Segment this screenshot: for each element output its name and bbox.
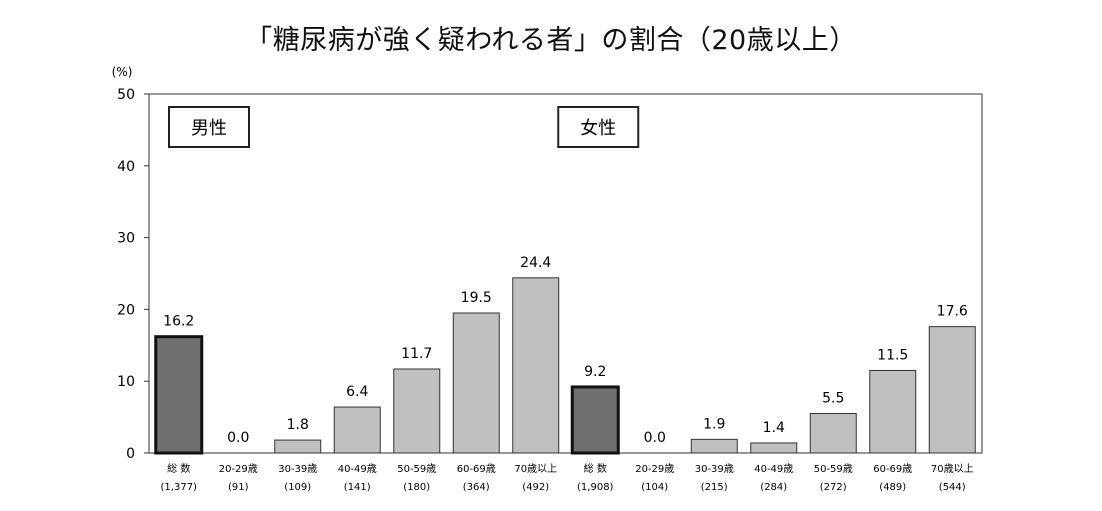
data-label: 24.4 bbox=[520, 255, 551, 271]
bar-total bbox=[154, 335, 204, 455]
category-count: (215) bbox=[701, 482, 728, 493]
panel-label-box bbox=[168, 106, 250, 148]
bar bbox=[452, 312, 500, 454]
category-count: (272) bbox=[820, 482, 847, 493]
category-count: (180) bbox=[403, 482, 430, 493]
category-count: (489) bbox=[879, 482, 906, 493]
data-label: 6.4 bbox=[346, 384, 368, 400]
category-label: 50-59歳 bbox=[814, 463, 853, 475]
y-tick-label: 20 bbox=[117, 302, 135, 318]
category-count: (91) bbox=[228, 482, 249, 493]
category-count: (284) bbox=[760, 482, 787, 493]
bar bbox=[333, 406, 381, 454]
category-count: (364) bbox=[463, 482, 490, 493]
y-tick-label: 10 bbox=[117, 374, 135, 390]
category-count: (1,908) bbox=[577, 482, 614, 493]
category-label: 30-39歳 bbox=[278, 463, 317, 475]
y-tick-label: 30 bbox=[117, 231, 135, 247]
category-label: 総 数 bbox=[584, 462, 607, 475]
bar-total bbox=[570, 385, 620, 455]
data-label: 0.0 bbox=[227, 430, 249, 446]
data-label: 16.2 bbox=[163, 314, 194, 330]
data-label: 1.9 bbox=[703, 416, 725, 432]
category-count: (544) bbox=[939, 482, 966, 493]
category-count: (1,377) bbox=[161, 482, 198, 493]
bar bbox=[928, 326, 976, 454]
category-count: (141) bbox=[344, 482, 371, 493]
bar bbox=[274, 439, 322, 454]
data-label: 1.8 bbox=[287, 417, 309, 433]
bar bbox=[393, 368, 441, 454]
plot-frame bbox=[148, 93, 983, 454]
category-count: (492) bbox=[522, 482, 549, 493]
y-tick-label: 0 bbox=[126, 446, 135, 462]
panel-label: 女性 bbox=[580, 118, 616, 139]
data-label: 9.2 bbox=[584, 364, 606, 380]
category-count: (104) bbox=[641, 482, 668, 493]
category-label: 20-29歳 bbox=[219, 463, 258, 475]
data-label: 11.7 bbox=[401, 346, 432, 362]
bar bbox=[690, 438, 738, 454]
bar bbox=[809, 413, 857, 454]
category-label: 70歳以上 bbox=[514, 463, 557, 475]
category-label: 40-49歳 bbox=[338, 463, 377, 475]
category-label: 20-29歳 bbox=[635, 463, 674, 475]
data-label: 0.0 bbox=[644, 430, 666, 446]
data-label: 1.4 bbox=[763, 420, 785, 436]
bar bbox=[512, 277, 560, 454]
data-label: 19.5 bbox=[461, 290, 492, 306]
y-axis-unit: (%) bbox=[112, 65, 133, 79]
panel-label: 男性 bbox=[191, 118, 227, 139]
data-label: 17.6 bbox=[937, 304, 968, 320]
y-tick-label: 50 bbox=[117, 87, 135, 103]
y-tick-label: 40 bbox=[117, 159, 135, 175]
chart-title: 「糖尿病が強く疑われる者」の割合（20歳以上） bbox=[245, 25, 857, 56]
category-count: (109) bbox=[284, 482, 311, 493]
bar bbox=[869, 369, 917, 454]
category-label: 30-39歳 bbox=[695, 463, 734, 475]
data-label: 5.5 bbox=[822, 391, 844, 407]
data-label: 11.5 bbox=[877, 347, 908, 363]
bar bbox=[750, 442, 798, 454]
category-label: 40-49歳 bbox=[754, 463, 793, 475]
category-label: 60-69歳 bbox=[873, 463, 912, 475]
panel-label-box bbox=[557, 106, 640, 148]
category-label: 70歳以上 bbox=[931, 463, 974, 475]
category-label: 60-69歳 bbox=[457, 463, 496, 475]
category-label: 50-59歳 bbox=[397, 463, 436, 475]
category-label: 総 数 bbox=[167, 462, 190, 475]
